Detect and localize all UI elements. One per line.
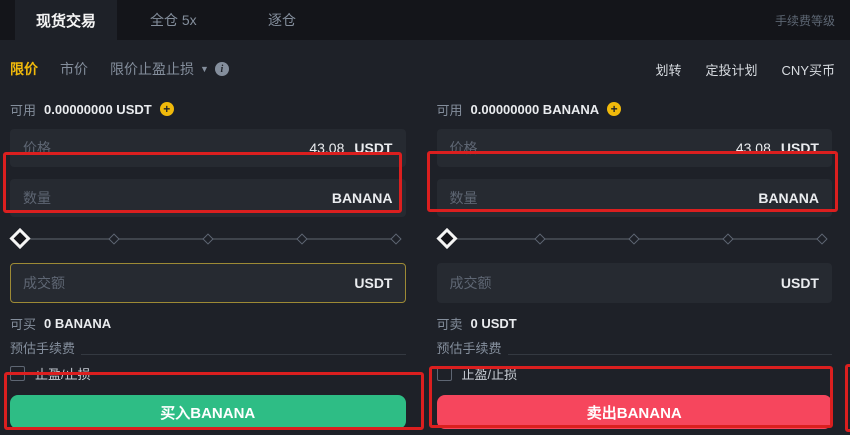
buy-price-input[interactable]: 价格 43.08 USDT	[10, 129, 406, 167]
fee-level-link[interactable]: 手续费等级	[774, 13, 835, 28]
tab-cross-margin[interactable]: 全仓 5x	[150, 12, 197, 28]
sell-panel: 可用 0.00000000 BANANA + 价格 43.08 USDT 数量 …	[435, 100, 833, 429]
slider-handle-icon[interactable]	[435, 227, 458, 250]
sell-price-unit: USDT	[780, 140, 819, 156]
deposit-plus-icon[interactable]: +	[607, 102, 622, 116]
chevron-down-icon: ▼	[200, 64, 209, 74]
sell-amount-unit: BANANA	[758, 190, 819, 206]
slider-tick-50[interactable]	[628, 233, 640, 245]
sell-price-input[interactable]: 价格 43.08 USDT	[436, 129, 832, 167]
sell-tpsl-row[interactable]: 止盈/止损	[436, 365, 833, 382]
order-type-stop-limit[interactable]: 限价止盈止损 ▼ i	[110, 59, 229, 79]
slider-tick-75[interactable]	[722, 233, 734, 245]
buy-fee-row: 预估手续费	[10, 341, 406, 357]
buy-amount-input[interactable]: 数量 BANANA	[10, 179, 406, 217]
sell-tpsl-label: 止盈/止损	[461, 367, 518, 382]
buy-available-value: 0.00000000 USDT	[44, 101, 152, 117]
sell-fee-label: 预估手续费	[436, 341, 502, 356]
auto-invest-link[interactable]: 定投计划	[705, 62, 758, 78]
divider	[81, 354, 406, 355]
slider-tick-25[interactable]	[108, 233, 120, 245]
sell-available-row: 可用 0.00000000 BANANA +	[437, 100, 833, 118]
sell-amount-label: 数量	[449, 190, 478, 206]
buy-fee-label: 预估手续费	[10, 341, 76, 356]
sell-max-row: 可卖 0 USDT	[436, 315, 833, 332]
buy-total-unit: USDT	[354, 275, 393, 291]
sell-available-value: 0.00000000 BANANA	[470, 101, 600, 117]
buy-max-row: 可买 0 BANANA	[10, 315, 406, 332]
sell-price-value: 43.08	[735, 140, 771, 156]
buy-panel: 可用 0.00000000 USDT + 价格 43.08 USDT 数量 BA…	[9, 100, 406, 429]
buy-button[interactable]: 买入BANANA	[10, 395, 406, 429]
sell-button[interactable]: 卖出BANANA	[436, 395, 832, 429]
buy-price-value: 43.08	[309, 140, 345, 156]
sell-total-unit: USDT	[780, 275, 819, 291]
buy-total-label: 成交额	[23, 275, 65, 291]
buy-crypto-cny-link[interactable]: CNY买币	[781, 62, 835, 78]
sell-amount-slider[interactable]	[435, 227, 828, 250]
sell-available-label: 可用	[436, 102, 463, 118]
buy-amount-unit: BANANA	[331, 190, 393, 206]
slider-handle-icon[interactable]	[9, 227, 31, 250]
slider-tick-50[interactable]	[202, 233, 214, 245]
trade-columns: 可用 0.00000000 USDT + 价格 43.08 USDT 数量 BA…	[0, 100, 850, 429]
buy-amount-label: 数量	[23, 190, 51, 206]
tab-spot-trading[interactable]: 现货交易	[15, 0, 117, 40]
tab-isolated-margin[interactable]: 逐仓	[268, 12, 296, 28]
transfer-link[interactable]: 划转	[655, 62, 682, 78]
order-type-market[interactable]: 市价	[60, 61, 88, 77]
buy-available-row: 可用 0.00000000 USDT +	[10, 100, 406, 118]
top-tab-bar: 现货交易 全仓 5x 逐仓 手续费等级	[0, 0, 850, 40]
order-type-limit[interactable]: 限价	[10, 61, 38, 77]
order-type-stop-limit-label: 限价止盈止损	[110, 61, 194, 77]
slider-tick-25[interactable]	[534, 233, 547, 245]
buy-price-label: 价格	[23, 140, 51, 156]
buy-amount-slider[interactable]	[9, 227, 402, 250]
sell-max-label: 可卖	[436, 316, 463, 332]
sell-total-input[interactable]: 成交额 USDT	[436, 263, 832, 303]
deposit-plus-icon[interactable]: +	[159, 102, 174, 116]
slider-tick-100[interactable]	[389, 233, 402, 245]
buy-tpsl-row[interactable]: 止盈/止损	[10, 365, 406, 382]
slider-tick-100[interactable]	[816, 233, 828, 245]
sell-price-label: 价格	[449, 140, 478, 156]
buy-tpsl-label: 止盈/止损	[35, 367, 91, 382]
info-icon[interactable]: i	[214, 62, 229, 76]
divider	[507, 354, 832, 355]
sell-amount-input[interactable]: 数量 BANANA	[436, 179, 832, 217]
sell-tpsl-checkbox[interactable]	[436, 366, 452, 381]
sell-fee-row: 预估手续费	[436, 341, 832, 357]
order-type-row: 限价 市价 限价止盈止损 ▼ i 划转 定投计划 CNY买币	[0, 52, 850, 86]
buy-max-value: 0 BANANA	[44, 315, 112, 331]
buy-price-unit: USDT	[354, 140, 393, 156]
buy-tpsl-checkbox[interactable]	[10, 366, 25, 381]
sell-max-value: 0 USDT	[470, 315, 517, 331]
buy-total-input[interactable]: 成交额 USDT	[10, 263, 406, 303]
sell-total-label: 成交额	[449, 275, 492, 291]
buy-available-label: 可用	[10, 102, 37, 118]
buy-max-label: 可买	[10, 316, 37, 332]
slider-tick-75[interactable]	[295, 233, 308, 245]
